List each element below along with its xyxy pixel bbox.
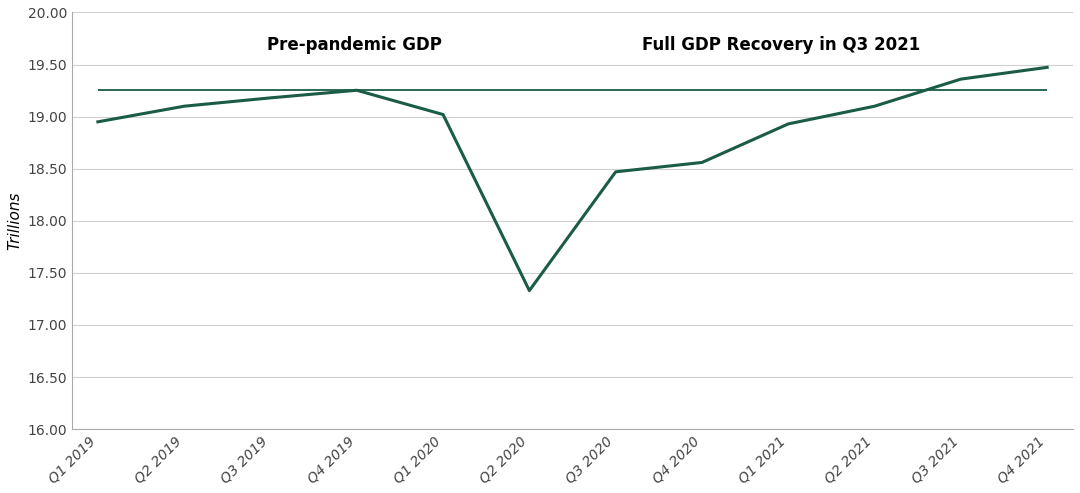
Y-axis label: Trillions: Trillions: [6, 192, 22, 250]
Text: Full GDP Recovery in Q3 2021: Full GDP Recovery in Q3 2021: [643, 36, 920, 54]
Text: Pre-pandemic GDP: Pre-pandemic GDP: [267, 36, 442, 54]
